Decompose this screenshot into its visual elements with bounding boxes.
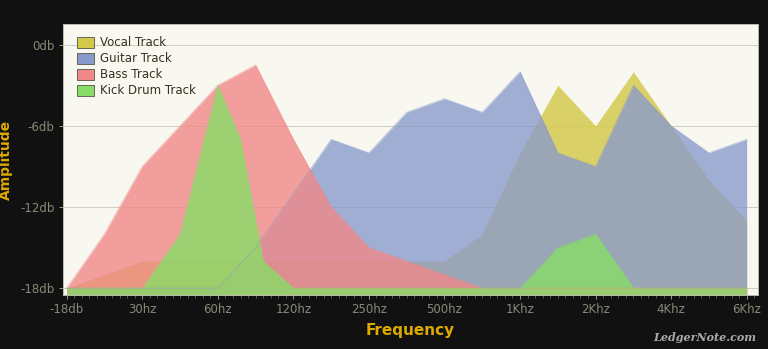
Legend: Vocal Track, Guitar Track, Bass Track, Kick Drum Track: Vocal Track, Guitar Track, Bass Track, K… bbox=[72, 32, 200, 102]
Text: LedgerNote.com: LedgerNote.com bbox=[654, 332, 756, 343]
X-axis label: Frequency: Frequency bbox=[366, 323, 455, 338]
Y-axis label: Amplitude: Amplitude bbox=[0, 120, 13, 200]
